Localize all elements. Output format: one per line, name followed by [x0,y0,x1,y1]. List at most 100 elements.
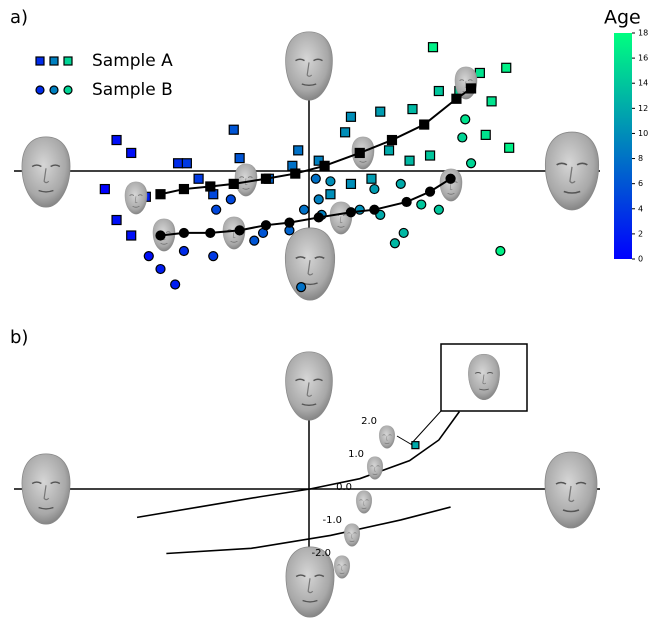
colorbar-tick-label: 14 [638,79,648,88]
face-image [286,352,333,420]
face-image [545,452,597,528]
trend-point [291,169,300,178]
trend-point [229,179,238,188]
data-point [399,228,408,237]
colorbar-tick-label: 6 [638,179,643,188]
data-point [390,239,399,248]
colorbar-tick-label: 8 [638,154,643,163]
data-point [417,200,426,209]
trend-point [370,205,379,214]
data-point [346,179,355,188]
face-image [334,556,350,579]
trend-point [355,148,364,157]
data-point [326,177,335,186]
trend-point [206,228,215,237]
data-point [226,195,235,204]
data-point [212,205,221,214]
data-point [311,174,320,183]
face-image [344,524,360,547]
data-point [505,143,514,152]
scale-label: -1.0 [322,515,342,526]
colorbar-tick-label: 4 [638,204,643,213]
data-point [194,174,203,183]
data-point [434,87,443,96]
face-image [285,228,334,300]
scale-label: 1.0 [348,449,364,460]
data-point [412,442,419,449]
face-image [125,182,147,214]
data-point [502,63,511,72]
data-point [346,112,355,121]
data-point [156,265,165,274]
trend-point [320,161,329,170]
legend-marker [64,86,72,94]
data-point [127,148,136,157]
legend-marker [36,86,44,94]
data-point [112,216,121,225]
trajectory-curve [137,412,459,518]
colorbar [614,33,632,259]
data-point [426,151,435,160]
trend-point [235,226,244,235]
colorbar-tick-label: 10 [638,129,648,138]
figure: a) Sample ASample BAge024681012141618 b)… [0,0,648,619]
face-image [330,202,352,234]
legend-label: Sample A [92,51,173,71]
data-point [144,252,153,261]
data-point [481,130,490,139]
panel-b: b) 2.01.00.0-1.0-2.0 [10,327,600,617]
data-point [428,43,437,52]
legend-label: Sample B [92,80,173,100]
data-point [112,136,121,145]
trend-point [387,136,396,145]
colorbar-tick-label: 12 [638,104,648,113]
trend-point [179,185,188,194]
trend-point [314,213,323,222]
data-point [434,205,443,214]
trend-point [179,228,188,237]
trend-point [452,94,461,103]
data-point [179,246,188,255]
trend-point [346,208,355,217]
face-image [356,491,372,514]
trend-point [420,120,429,129]
data-point [326,190,335,199]
trend-point [156,231,165,240]
legend-marker [50,86,58,94]
data-point [297,283,306,292]
data-point [355,205,364,214]
data-point [458,133,467,142]
data-point [487,97,496,106]
data-point [235,154,244,163]
face-image [22,137,70,207]
data-point [405,156,414,165]
colorbar-title: Age [604,7,641,29]
colorbar-tick-label: 2 [638,229,643,238]
trend-point [156,190,165,199]
colorbar-tick-label: 18 [638,29,648,38]
data-point [229,125,238,134]
scale-label: 0.0 [336,482,352,493]
data-point [408,105,417,114]
data-point [370,185,379,194]
trend-point [206,182,215,191]
colorbar-tick-label: 16 [638,54,648,63]
trend-point [426,187,435,196]
face-image [379,426,395,449]
trend-point [402,197,411,206]
connector [411,411,441,444]
face-image [367,457,383,480]
scale-label: 2.0 [361,416,377,427]
data-point [174,159,183,168]
colorbar-tick-label: 0 [638,255,643,264]
legend-marker [36,57,44,65]
trend-point [261,174,270,183]
data-point [294,146,303,155]
scale-label: -2.0 [311,548,331,559]
data-point [300,205,309,214]
data-point [100,185,109,194]
data-point [376,107,385,116]
data-point [171,280,180,289]
data-point [367,174,376,183]
data-point [385,146,394,155]
